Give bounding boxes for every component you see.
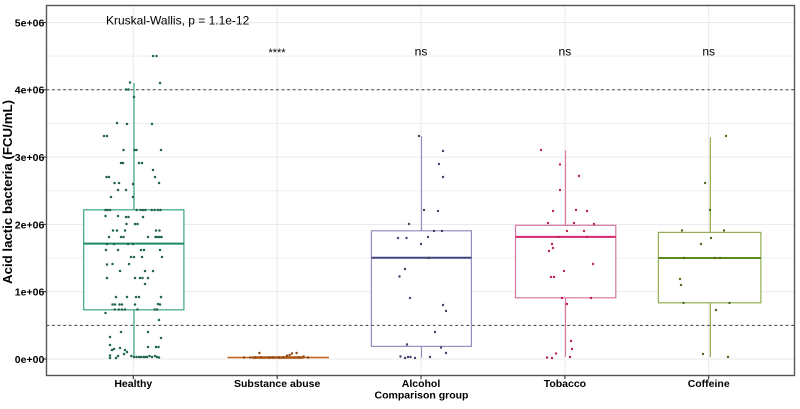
svg-text:Alcohol: Alcohol (402, 378, 441, 390)
svg-text:Tobacco: Tobacco (544, 378, 586, 390)
svg-text:ns: ns (702, 45, 715, 59)
svg-text:ns: ns (415, 45, 428, 59)
svg-text:****: **** (268, 47, 286, 59)
svg-text:5e+06: 5e+06 (15, 17, 45, 29)
svg-text:Healthy: Healthy (114, 378, 152, 390)
svg-text:Acid lactic bacteria (FCU/mL): Acid lactic bacteria (FCU/mL) (0, 100, 15, 284)
svg-text:4e+06: 4e+06 (15, 85, 45, 97)
svg-text:Comparison group: Comparison group (375, 389, 469, 401)
svg-text:Coffeine: Coffeine (688, 378, 730, 390)
svg-text:0e+00: 0e+00 (15, 354, 45, 366)
svg-text:ns: ns (559, 45, 572, 59)
svg-text:2e+06: 2e+06 (15, 219, 45, 231)
svg-text:1e+06: 1e+06 (15, 287, 45, 299)
svg-text:Substance abuse: Substance abuse (234, 378, 321, 390)
svg-text:3e+06: 3e+06 (15, 152, 45, 164)
svg-text:Kruskal-Wallis, p = 1.1e-12: Kruskal-Wallis, p = 1.1e-12 (106, 13, 250, 27)
